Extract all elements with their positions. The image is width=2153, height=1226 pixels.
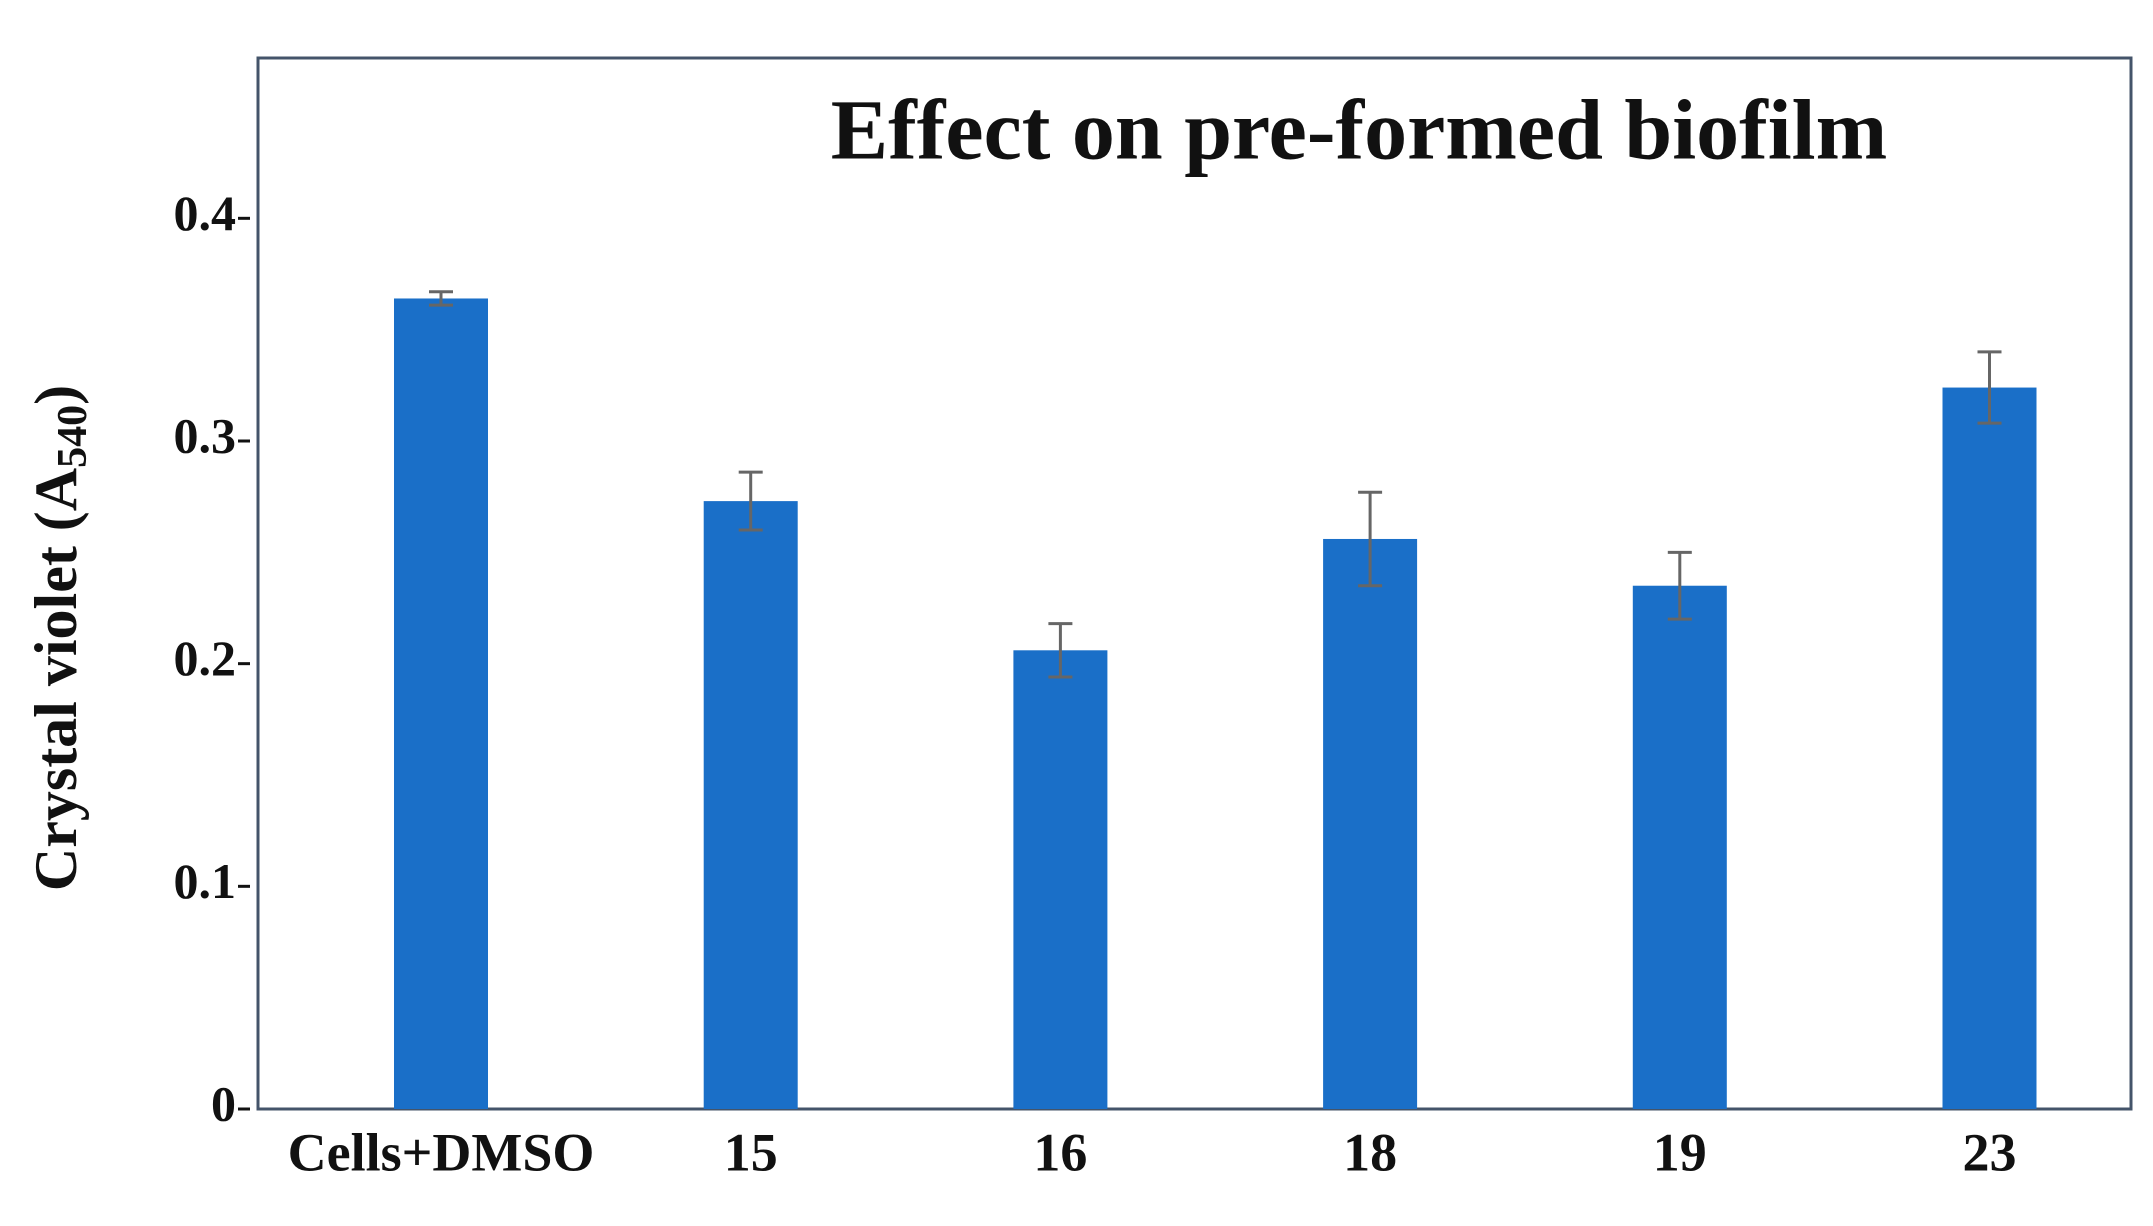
error-bar — [738, 470, 763, 532]
error-bar — [429, 290, 453, 307]
bar — [394, 298, 488, 1110]
bar — [1942, 387, 2037, 1109]
y-tick-label: 0.3 — [174, 407, 237, 463]
y-tick-label: 0 — [211, 1075, 236, 1131]
x-tick-label: 18 — [1343, 1122, 1397, 1182]
x-tick-label: Cells+DMSO — [288, 1122, 595, 1182]
y-label-subscript: 540 — [50, 405, 96, 468]
error-bar — [1977, 350, 2002, 425]
bar — [1323, 538, 1418, 1109]
chart-title: Effect on pre-formed biofilm — [831, 82, 1887, 178]
y-axis-label: Crystal violet (A540) — [23, 385, 96, 891]
y-label-text: Crystal violet (A — [23, 468, 89, 891]
error-bar — [1667, 550, 1692, 621]
plot-frame — [256, 56, 2133, 1111]
y-tick-label: 0.4 — [174, 185, 237, 241]
y-tick-label: 0.2 — [174, 630, 237, 686]
error-bar — [1048, 622, 1073, 679]
bar — [703, 501, 798, 1109]
x-tick-label: 16 — [1033, 1122, 1087, 1182]
x-tick-label: 19 — [1653, 1122, 1707, 1182]
x-tick-label: 15 — [724, 1122, 778, 1182]
y-label-suffix: ) — [23, 385, 89, 405]
y-tick-label: 0.1 — [174, 853, 237, 909]
bar — [1013, 650, 1108, 1109]
error-bar — [1358, 490, 1383, 588]
x-tick-label: 23 — [1963, 1122, 2017, 1182]
bar — [1632, 585, 1727, 1109]
